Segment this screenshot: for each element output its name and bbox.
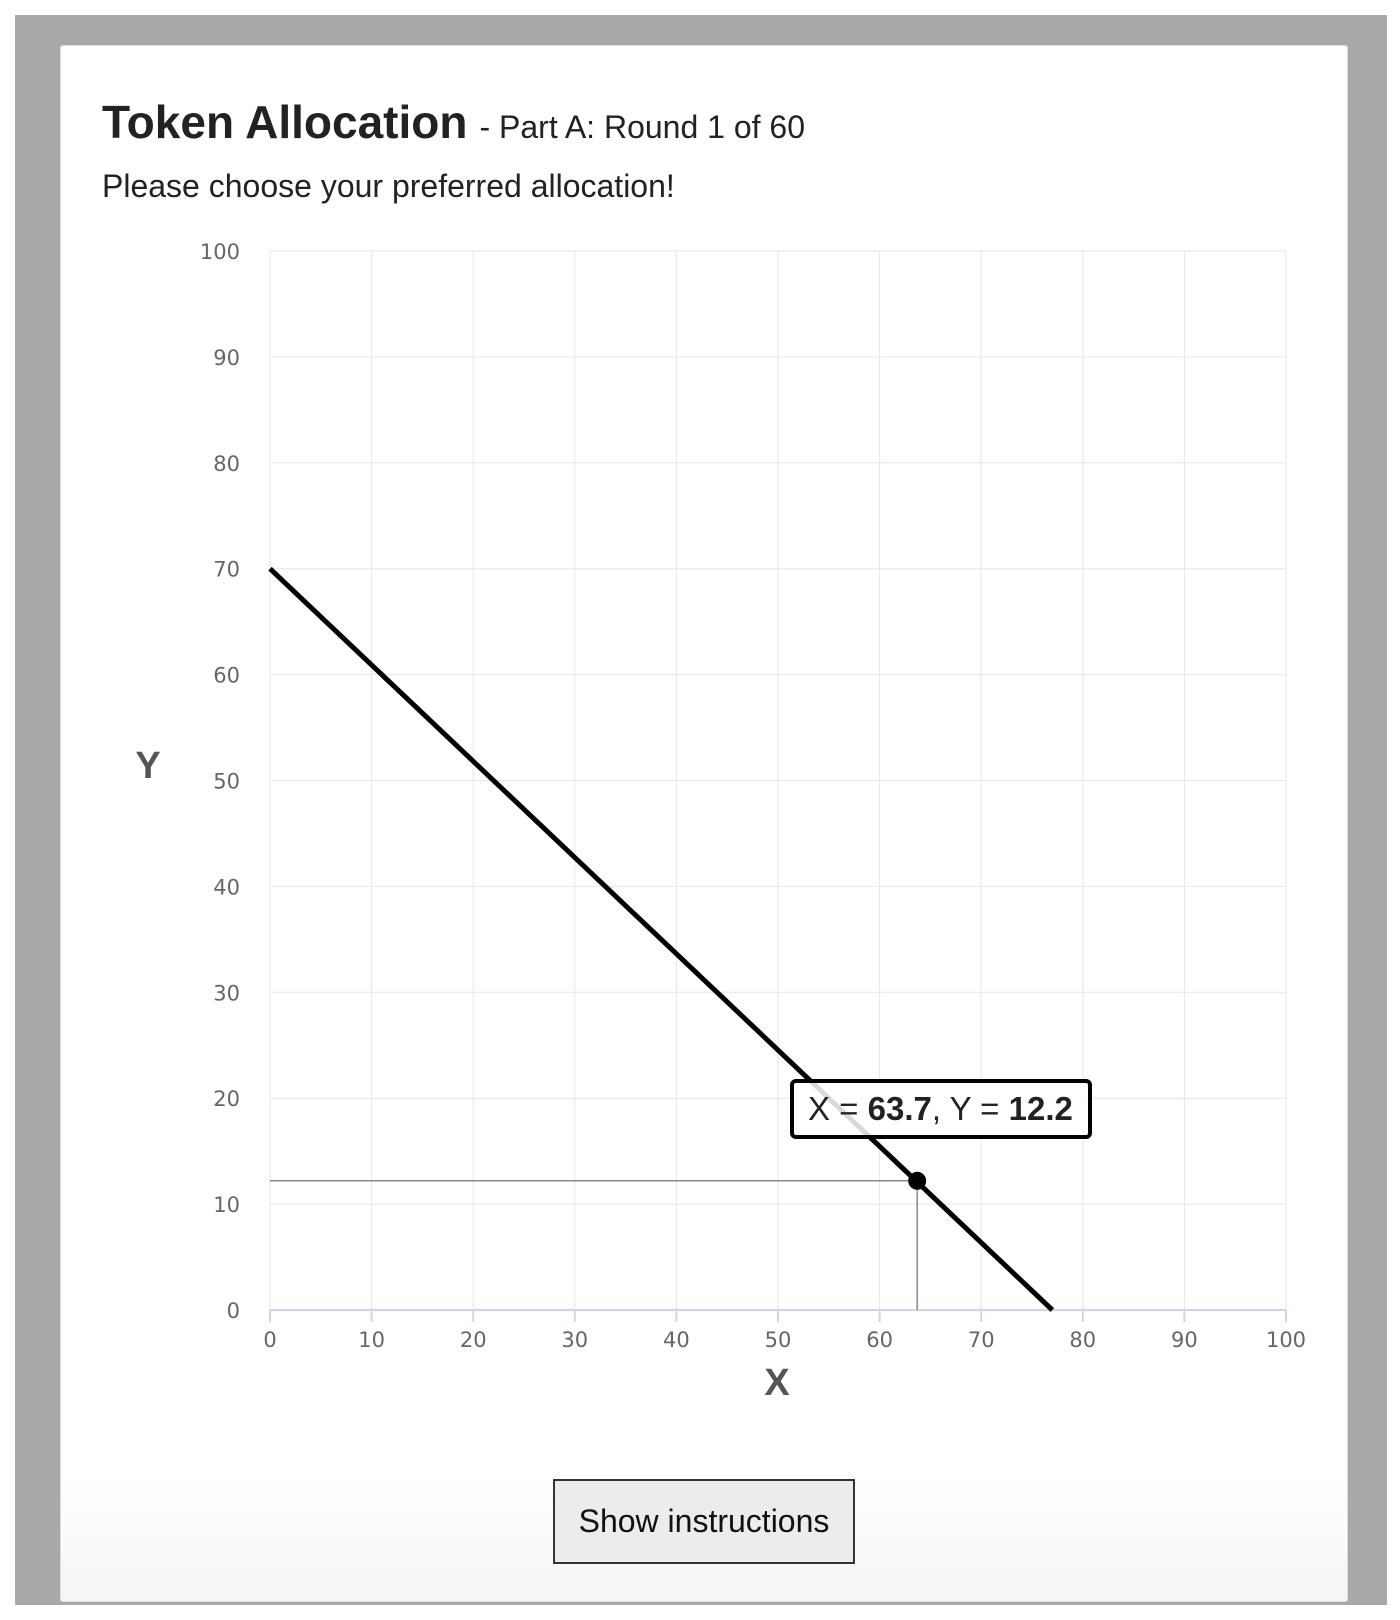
x-axis-title: X xyxy=(764,1362,790,1404)
x-tick-label: 10 xyxy=(358,1328,385,1352)
y-tick-label: 10 xyxy=(213,1193,240,1217)
x-tick-label: 50 xyxy=(765,1328,792,1352)
allocation-chart[interactable]: 0 10 20 30 40 50 60 70 80 90 100 0 10 20 30 40 50 60 70 80 9… xyxy=(0,0,1400,1460)
y-tick-label: 60 xyxy=(213,664,240,688)
round-subtitle: - Part A: Round 1 of 60 xyxy=(479,109,805,145)
selection-layer[interactable] xyxy=(908,1171,927,1190)
x-tick-label: 60 xyxy=(866,1328,893,1352)
tooltip-separator: , Y = xyxy=(931,1090,1009,1127)
budget-line[interactable] xyxy=(268,566,1055,1312)
x-tick-label: 80 xyxy=(1069,1328,1096,1352)
y-tick-label: 20 xyxy=(213,1087,240,1111)
y-tick-label: 80 xyxy=(213,452,240,476)
page-title: Token Allocation - Part A: Round 1 of 60 xyxy=(102,95,805,149)
x-tick-label: 70 xyxy=(968,1328,995,1352)
title-main: Token Allocation xyxy=(102,96,468,148)
selected-point-marker[interactable] xyxy=(908,1171,927,1190)
x-tick-label: 40 xyxy=(663,1328,690,1352)
x-tick-label: 30 xyxy=(561,1328,588,1352)
y-tick-label: 30 xyxy=(213,981,240,1005)
y-tick-label: 70 xyxy=(213,558,240,582)
y-tick-label: 40 xyxy=(213,875,240,899)
tick-labels: 0 10 20 30 40 50 60 70 80 90 100 0 10 20 30 40 50 60 70 80 9… xyxy=(200,240,1306,1352)
budget-lines[interactable] xyxy=(268,566,1055,1312)
selection-tooltip: X = 63.7, Y = 12.2 xyxy=(790,1079,1092,1139)
y-tick-label: 50 xyxy=(213,770,240,794)
tooltip-y-value: 12.2 xyxy=(1008,1090,1073,1127)
instruction-text: Please choose your preferred allocation! xyxy=(102,168,675,204)
tooltip-x-prefix: X = xyxy=(808,1090,868,1127)
task-panel xyxy=(60,45,1348,1602)
tooltip-x-value: 63.7 xyxy=(867,1090,932,1127)
grid xyxy=(269,250,1287,1311)
y-axis-title: Y xyxy=(135,745,160,787)
guide-lines xyxy=(270,1180,918,1310)
show-instructions-button[interactable]: Show instructions xyxy=(553,1479,855,1564)
y-tick-label: 90 xyxy=(213,346,240,370)
y-tick-label: 100 xyxy=(200,240,240,264)
axes xyxy=(269,1309,1287,1322)
x-tick-label: 20 xyxy=(460,1328,487,1352)
x-tick-label: 90 xyxy=(1171,1328,1198,1352)
y-tick-label: 0 xyxy=(227,1299,240,1323)
x-tick-label: 100 xyxy=(1266,1328,1306,1352)
x-tick-label: 0 xyxy=(263,1328,276,1352)
